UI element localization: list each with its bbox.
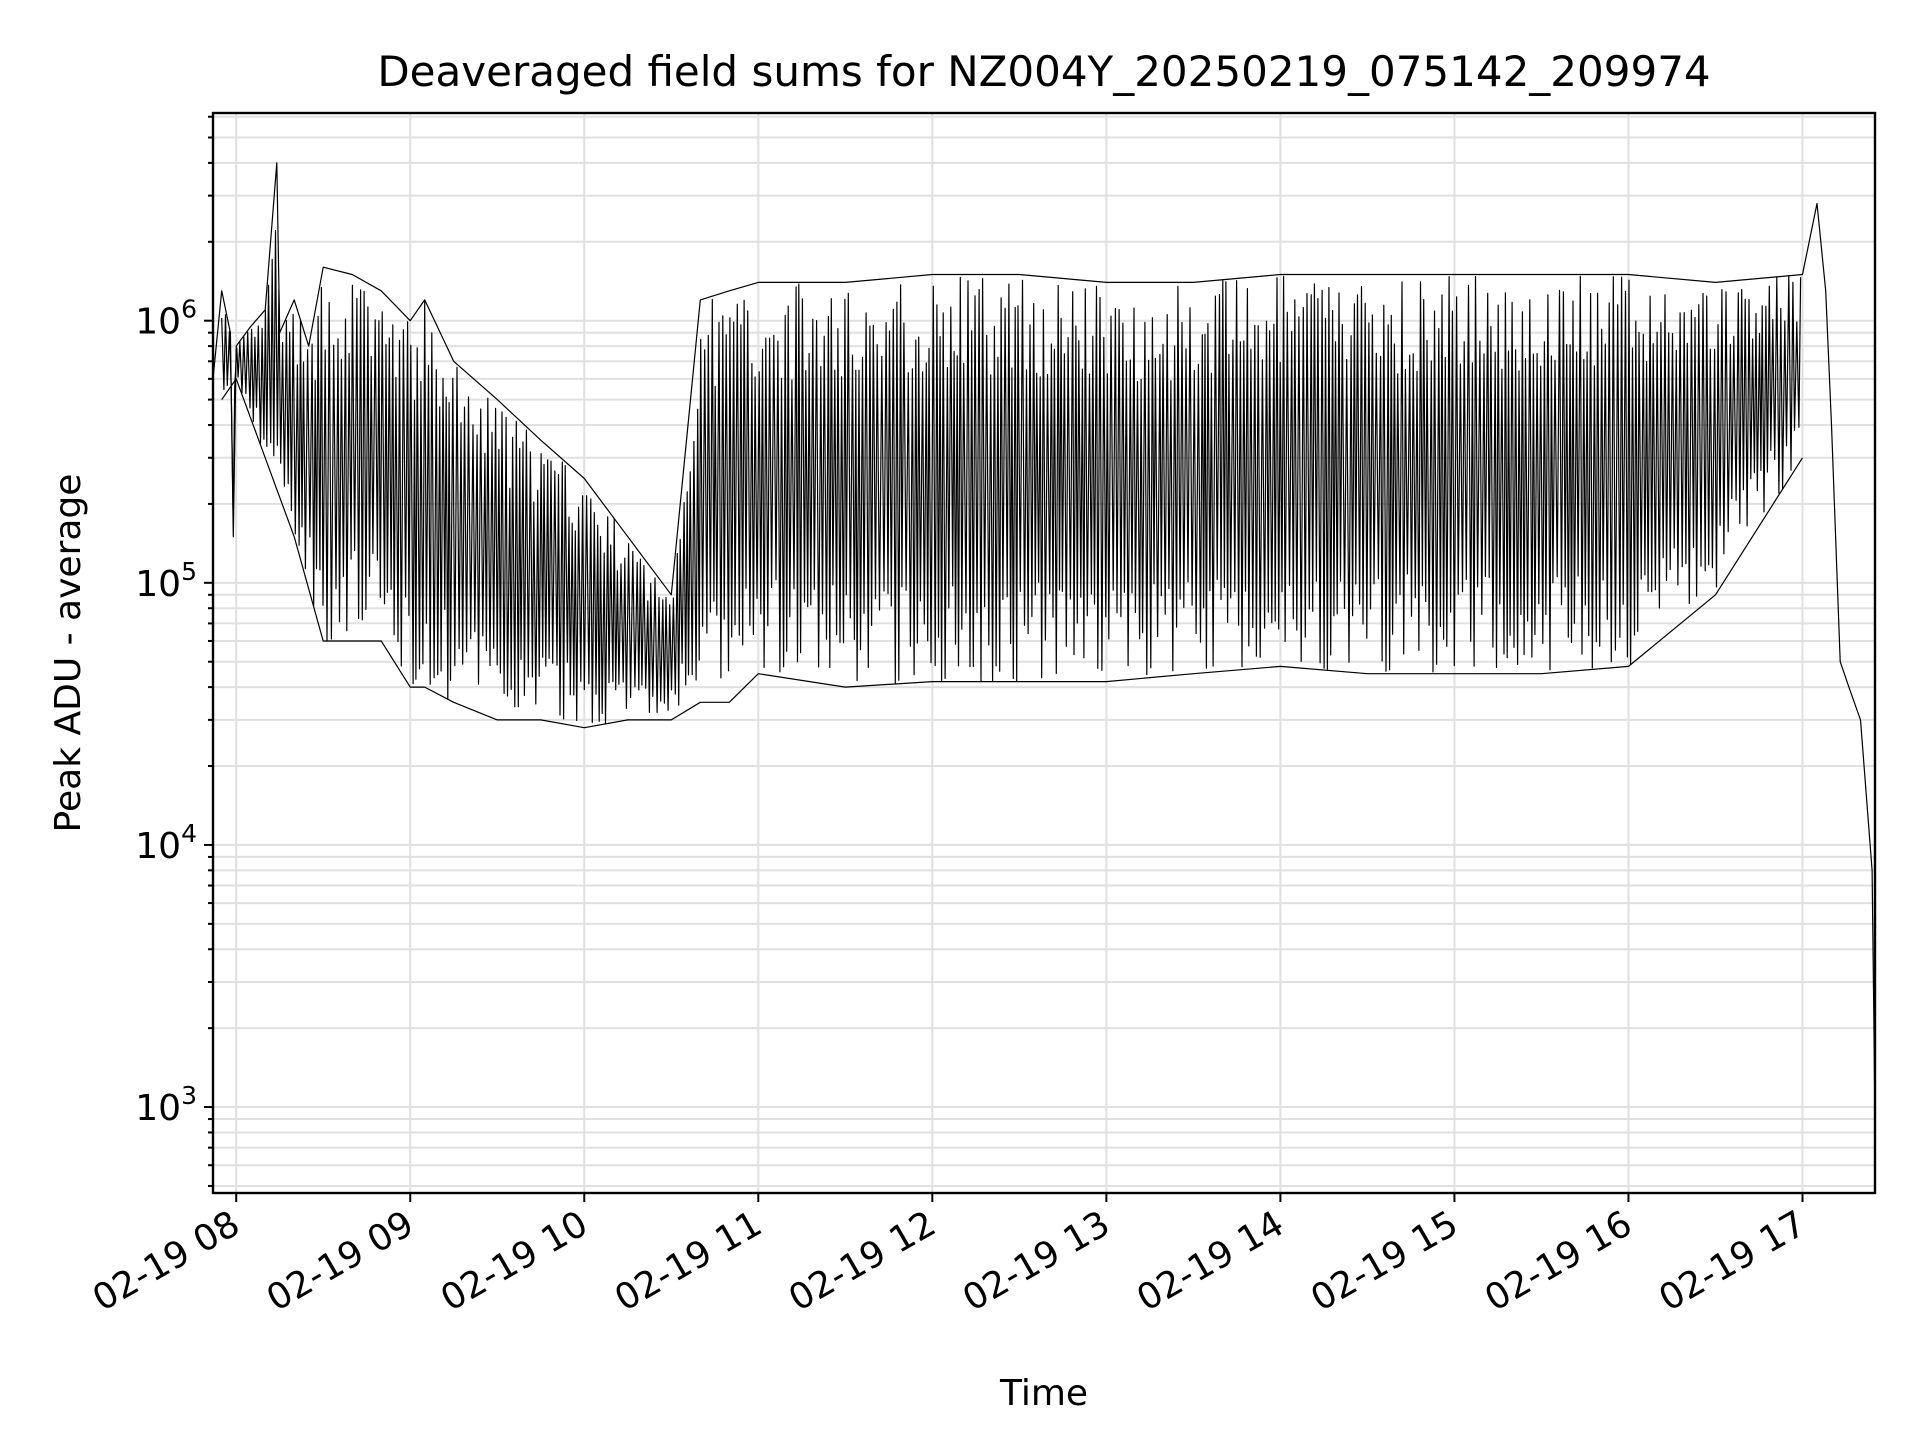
tick-layer	[204, 115, 1804, 1202]
x-tick-label: 02-19 15	[1304, 1203, 1465, 1319]
x-tick-label: 02-19 12	[782, 1203, 943, 1319]
x-tick-label: 02-19 09	[260, 1203, 421, 1319]
y-tick-label: 106	[135, 295, 197, 343]
y-tick-label: 103	[135, 1081, 197, 1129]
x-tick-label: 02-19 10	[434, 1203, 595, 1319]
x-tick-label: 02-19 13	[956, 1203, 1117, 1319]
x-tick-label: 02-19 11	[608, 1203, 769, 1319]
x-tick-label: 02-19 14	[1130, 1203, 1291, 1319]
y-tick-label: 105	[135, 557, 197, 605]
plot-frame	[211, 111, 1877, 1195]
x-tick-label: 02-19 08	[86, 1203, 247, 1319]
series-lower-envelope	[221, 378, 1804, 729]
y-axis-label: Peak ADU - average	[48, 474, 89, 833]
chart-title: Deaveraged field sums for NZ004Y_2025021…	[377, 47, 1710, 96]
x-axis-label: Time	[999, 1373, 1088, 1414]
series-layer	[212, 162, 1876, 1120]
x-tick-label: 02-19 16	[1478, 1203, 1639, 1319]
series-upper-envelope	[212, 162, 1876, 1120]
x-tick-label: 02-19 17	[1652, 1203, 1813, 1319]
y-tick-label: 104	[135, 819, 197, 867]
series-trace	[221, 229, 1802, 725]
